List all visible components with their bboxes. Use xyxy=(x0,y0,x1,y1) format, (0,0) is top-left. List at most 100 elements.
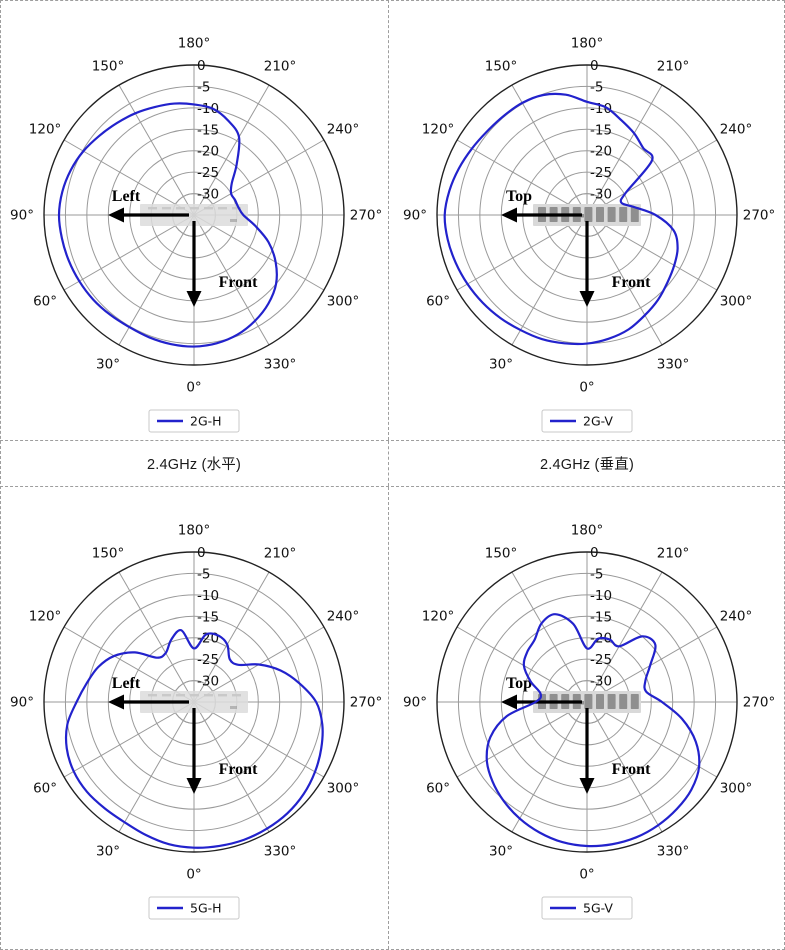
angle-tick-label: 30° xyxy=(489,843,513,859)
data-trace-2g-h xyxy=(57,102,278,348)
angle-tick-label: 90° xyxy=(10,208,34,224)
angle-tick-label: 180° xyxy=(571,36,604,52)
angle-tick-label: 30° xyxy=(96,843,120,859)
angle-tick-label: 240° xyxy=(720,122,753,138)
caption-2g-h: 2.4GHz (水平) xyxy=(146,457,242,473)
left-direction-arrow xyxy=(501,207,582,223)
legend-label: 2G-H xyxy=(190,414,222,429)
angle-tick-label: 300° xyxy=(720,294,753,310)
polar-chart-5g-v: 0° 30° 60° 90° 120° 150° 180° 210° 240° 270° 300° 3… xyxy=(389,487,785,949)
angle-tick-label: 150° xyxy=(485,546,518,562)
angle-tick-label: 0° xyxy=(579,867,594,883)
radial-tick-label: 0 xyxy=(590,58,599,74)
legend[interactable]: 5G-H xyxy=(148,896,240,920)
plot-outline xyxy=(43,551,345,853)
legend-label: 5G-V xyxy=(583,901,613,916)
front-direction-label: Front xyxy=(612,274,651,291)
radial-tick-label: -25 xyxy=(590,165,612,181)
plot-outline xyxy=(436,551,738,853)
radial-tick-label: -15 xyxy=(590,122,612,138)
angle-tick-label: 120° xyxy=(422,609,455,625)
angle-tick-label: 180° xyxy=(178,523,211,539)
angle-tick-label: 270° xyxy=(743,695,776,711)
radial-tick-label: -20 xyxy=(197,144,219,160)
angle-tick-label: 270° xyxy=(743,208,776,224)
angle-tick-label: 300° xyxy=(720,781,753,797)
legend[interactable]: 2G-H xyxy=(148,409,240,433)
cell-chart-5g-h: 0° 30° 60° 90° 120° 150° 180° 210° 240° 270° 300° 3… xyxy=(0,487,388,949)
polar-chart-2g-v: 0° 30° 60° 90° 120° 150° 180° 210° 240° 270° 300° 3… xyxy=(389,0,785,440)
angle-tick-label: 180° xyxy=(571,523,604,539)
angle-tick-label: 240° xyxy=(327,122,360,138)
column-divider-top xyxy=(388,0,389,440)
angle-tick-label: 300° xyxy=(327,294,360,310)
plot-outline xyxy=(436,64,738,366)
angle-tick-label: 90° xyxy=(10,695,34,711)
angle-tick-label: 210° xyxy=(657,59,690,75)
device-illustration xyxy=(140,204,248,226)
radial-tick-label: -25 xyxy=(197,165,219,181)
angle-tick-label: 150° xyxy=(485,59,518,75)
angle-tick-label: 60° xyxy=(33,294,57,310)
angle-tick-label: 270° xyxy=(350,208,383,224)
polar-plot-5g-v: 0° 30° 60° 90° 120° 150° 180° 210° 240° 270° 300° 3… xyxy=(403,523,776,920)
radial-tick-label: -10 xyxy=(197,101,219,117)
angle-tick-label: 240° xyxy=(327,609,360,625)
radial-tick-label: -25 xyxy=(197,652,219,668)
left-direction-arrow xyxy=(108,207,189,223)
polar-plot-2g-v: 0° 30° 60° 90° 120° 150° 180° 210° 240° 270° 300° 3… xyxy=(403,36,776,433)
column-divider-caption xyxy=(388,441,389,486)
radial-tick-label: 0 xyxy=(590,545,599,561)
angle-tick-label: 330° xyxy=(264,356,297,372)
angle-tick-label: 30° xyxy=(96,356,120,372)
legend[interactable]: 2G-V xyxy=(541,409,633,433)
legend[interactable]: 5G-V xyxy=(541,896,633,920)
data-trace-5g-v xyxy=(485,613,701,848)
angle-tick-label: 240° xyxy=(720,609,753,625)
radial-tick-label: -10 xyxy=(197,588,219,604)
front-direction-label: Front xyxy=(219,761,258,778)
data-trace-5g-h xyxy=(64,628,324,849)
plot-outline xyxy=(43,64,345,366)
angle-tick-label: 60° xyxy=(426,781,450,797)
angle-tick-label: 150° xyxy=(92,59,125,75)
polar-plot-5g-h: 0° 30° 60° 90° 120° 150° 180° 210° 240° 270° 300° 3… xyxy=(10,523,382,920)
table-border-top xyxy=(0,0,785,1)
device-illustration xyxy=(140,691,248,713)
row-divider-2 xyxy=(0,486,785,487)
radial-tick-label: -30 xyxy=(590,187,612,203)
polar-chart-5g-h: 0° 30° 60° 90° 120° 150° 180° 210° 240° 270° 300° 3… xyxy=(0,487,388,949)
data-trace-2g-v xyxy=(443,92,679,346)
angle-tick-label: 330° xyxy=(657,843,690,859)
angle-tick-label: 120° xyxy=(29,609,62,625)
radial-tick-label: -15 xyxy=(197,122,219,138)
side-direction-label: Left xyxy=(112,188,141,205)
radial-tick-label: -10 xyxy=(590,588,612,604)
angle-tick-label: 210° xyxy=(264,546,297,562)
angle-tick-label: 210° xyxy=(264,59,297,75)
front-direction-arrow xyxy=(579,221,595,307)
angle-tick-label: 210° xyxy=(657,546,690,562)
radial-tick-label: -5 xyxy=(197,79,210,95)
device-illustration xyxy=(533,204,641,226)
front-direction-arrow xyxy=(186,221,202,307)
angle-tick-label: 300° xyxy=(327,781,360,797)
radial-tick-label: -15 xyxy=(590,609,612,625)
angle-tick-label: 60° xyxy=(33,781,57,797)
angle-tick-label: 120° xyxy=(422,122,455,138)
front-direction-arrow xyxy=(579,708,595,794)
legend-label: 2G-V xyxy=(583,414,613,429)
radial-tick-label: -30 xyxy=(197,674,219,690)
left-direction-arrow xyxy=(108,694,189,710)
legend-label: 5G-H xyxy=(190,901,222,916)
radial-tick-label: -25 xyxy=(590,652,612,668)
angle-tick-label: 330° xyxy=(264,843,297,859)
radial-tick-label: -30 xyxy=(590,674,612,690)
radial-tick-label: -20 xyxy=(590,144,612,160)
left-direction-arrow xyxy=(501,694,582,710)
angle-tick-label: 330° xyxy=(657,356,690,372)
angle-tick-label: 0° xyxy=(186,380,201,396)
angle-tick-label: 0° xyxy=(579,380,594,396)
angle-tick-label: 60° xyxy=(426,294,450,310)
